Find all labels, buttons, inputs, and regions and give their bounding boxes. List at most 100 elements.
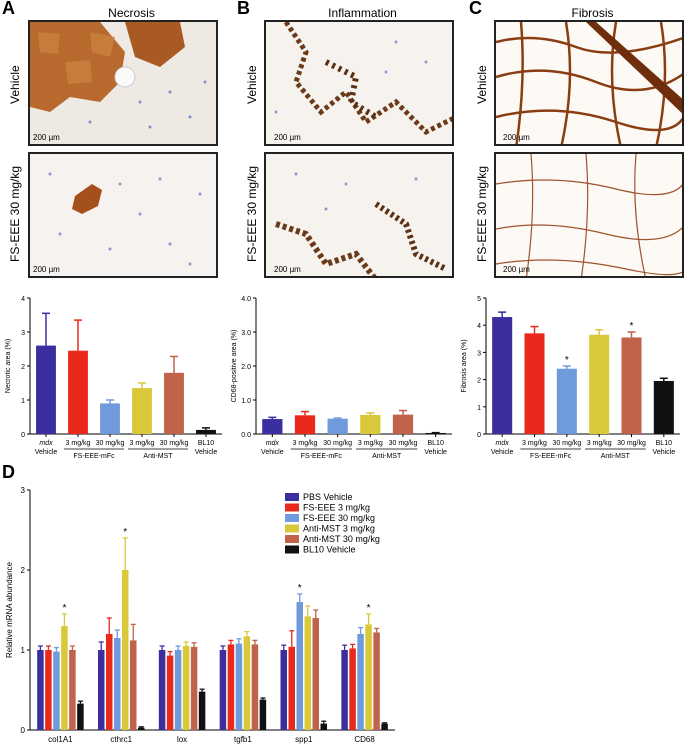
legend-swatch	[285, 493, 299, 501]
micrograph-necrosis-fseee	[28, 152, 218, 278]
significance-star: *	[62, 603, 66, 614]
bar	[198, 691, 206, 730]
bar	[262, 419, 283, 434]
row-label-vehicle-a: Vehicle	[8, 65, 22, 104]
bar	[621, 337, 642, 434]
bar	[589, 334, 610, 434]
panel-letter-b: B	[237, 0, 250, 18]
bar	[196, 429, 216, 434]
bar	[68, 350, 88, 434]
y-tick-label: 2	[21, 566, 26, 575]
row-label-fseee-a: FS-EEE 30 mg/kg	[8, 165, 22, 262]
bar	[100, 403, 120, 434]
bar	[132, 388, 152, 434]
x-tick-label: 3 mg/kg	[66, 440, 91, 447]
row-label-fseee-c: FS-EEE 30 mg/kg	[475, 165, 489, 262]
legend-label: FS-EEE 30 mg/kg	[303, 513, 375, 523]
bar	[341, 650, 348, 730]
bar	[243, 636, 251, 730]
x-tick-label: BL10	[198, 440, 214, 447]
bar	[227, 644, 235, 730]
x-tick-label: 30 mg/kg	[96, 440, 125, 447]
group-label: Anti-MST	[601, 453, 631, 460]
bar	[296, 602, 303, 730]
group-label: FS-EEE-mFc	[73, 453, 115, 460]
legend-swatch	[285, 545, 299, 554]
bar	[106, 634, 113, 730]
y-tick-label: 4	[477, 323, 481, 330]
y-tick-label: 0	[21, 726, 26, 735]
micrograph-fibrosis-fseee	[494, 152, 684, 278]
y-tick-label: 0.0	[241, 432, 251, 439]
micrograph-fibrosis-vehicle	[494, 20, 684, 146]
x-tick-label: BL10	[656, 440, 672, 447]
y-tick-label: 1	[477, 405, 481, 412]
legend-label: FS-EEE 3 mg/kg	[303, 503, 370, 513]
x-tick-label: BL10	[427, 440, 443, 447]
legend-swatch	[285, 524, 299, 533]
bar	[77, 703, 84, 730]
y-tick-label: 1	[21, 646, 26, 655]
bar	[373, 632, 380, 730]
panel-title-fibrosis: Fibrosis	[571, 6, 614, 20]
bar	[360, 414, 381, 434]
bar	[190, 646, 198, 730]
y-tick-label: 4.0	[241, 296, 251, 303]
bar	[365, 624, 372, 730]
y-tick-label: 3	[21, 330, 25, 337]
x-tick-label: Vehicle	[424, 449, 447, 456]
bar	[69, 650, 76, 730]
bar	[164, 372, 184, 434]
panel-title-inflammation: Inflammation	[328, 6, 397, 20]
x-tick-label: Vehicle	[195, 449, 218, 456]
micrograph-inflammation-fseee	[264, 152, 454, 278]
x-tick-label: Vehicle	[653, 449, 676, 456]
bar	[425, 432, 446, 434]
x-tick-label: 30 mg/kg	[160, 440, 189, 447]
scale-bar-label: 200 µm	[503, 265, 530, 274]
y-axis-label: Fibrosis area (%)	[461, 339, 468, 392]
x-tick-label: tgfb1	[234, 735, 252, 744]
chart-inflammation: 0.0 1.0 2.0 3.0 4.0 CD68-positive area (%) mdx…	[231, 296, 452, 460]
bar	[251, 644, 259, 730]
y-tick-label: 2	[21, 364, 25, 371]
bar	[138, 727, 145, 730]
x-tick-label: 30 mg/kg	[323, 440, 352, 447]
y-tick-label: 4	[21, 296, 25, 303]
x-tick-label: 3 mg/kg	[130, 440, 155, 447]
bar	[492, 317, 513, 434]
y-tick-label: 3.0	[241, 330, 251, 337]
row-label-vehicle-b: Vehicle	[245, 65, 259, 104]
y-tick-label: 0	[477, 432, 481, 439]
significance-star: *	[630, 321, 634, 332]
bar	[37, 650, 44, 730]
x-tick-label: CD68	[354, 735, 375, 744]
y-tick-label: 1	[21, 398, 25, 405]
significance-star: *	[298, 583, 302, 594]
x-tick-label: 3 mg/kg	[522, 440, 547, 447]
group-label: FS-EEE-mFc	[530, 453, 572, 460]
chart-necrosis: 0 1 2 3 4 Necrotic area (%) mdx Vehicle 3 mg/kg 3…	[5, 296, 222, 460]
legend-swatch	[285, 503, 299, 512]
group-label: Anti-MST	[372, 453, 402, 460]
row-label-vehicle-c: Vehicle	[475, 65, 489, 104]
y-tick-label: 2	[477, 378, 481, 385]
legend-swatch	[285, 535, 299, 543]
x-tick-label: Vehicle	[491, 449, 514, 456]
bar	[556, 368, 577, 434]
bar	[235, 643, 243, 730]
y-tick-label: 0	[21, 432, 25, 439]
bar	[158, 650, 166, 730]
x-tick-label: 30 mg/kg	[617, 440, 646, 447]
bar	[653, 380, 674, 434]
bar	[36, 345, 56, 434]
bar	[357, 634, 364, 730]
bar	[98, 650, 105, 730]
significance-star: *	[367, 603, 371, 614]
chart-mrna: 0 1 2 3 Relative mRNA abundance * col1A1 * cthrc…	[5, 486, 395, 744]
legend-swatch	[285, 514, 299, 522]
bar	[219, 650, 227, 730]
x-tick-label: spp1	[295, 735, 313, 744]
x-tick-label: mdx	[266, 440, 280, 447]
legend-label: PBS Vehicle	[303, 492, 353, 502]
